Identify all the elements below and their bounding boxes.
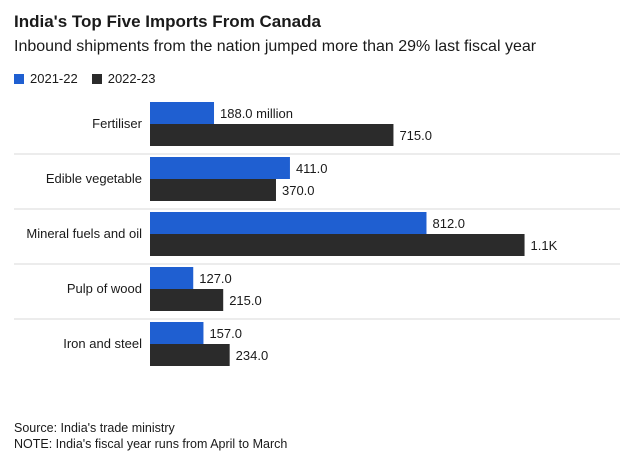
bar-fertiliser-2021-22 [150,102,215,124]
data-label-pulp-of-wood-2021-22: 127.0 [199,271,232,286]
source-note: Source: India's trade ministry [14,421,175,435]
chart-legend: 2021-22 2022-23 [14,71,155,86]
bar-iron-and-steel-2021-22 [150,322,204,344]
category-label-pulp-of-wood: Pulp of wood [67,281,142,296]
legend-swatch-2022-23 [91,73,102,84]
bar-iron-and-steel-2022-23 [150,344,230,366]
data-label-fertiliser-2021-22: 188.0 million [220,106,293,121]
data-label-fertiliser-2022-23: 715.0 [399,128,432,143]
legend-swatch-2021-22 [14,73,24,84]
legend-item-2021-22: 2021-22 [14,71,78,86]
data-label-edible-vegetable-2021-22: 411.0 [296,161,328,176]
category-label-iron-and-steel: Iron and steel [63,336,142,351]
bar-mineral-fuels-and-oil-2022-23 [150,234,525,256]
data-label-edible-vegetable-2022-23: 370.0 [282,183,315,198]
legend-label-2022-23: 2022-23 [107,71,156,86]
data-label-iron-and-steel-2022-23: 234.0 [236,348,269,363]
bar-edible-vegetable-2022-23 [150,179,276,201]
category-label-mineral-fuels-and-oil: Mineral fuels and oil [26,226,142,241]
bar-edible-vegetable-2021-22 [150,157,290,179]
data-label-iron-and-steel-2021-22: 157.0 [209,326,242,341]
bar-pulp-of-wood-2021-22 [150,267,194,289]
data-label-mineral-fuels-and-oil-2021-22: 812.0 [432,216,465,231]
legend-item-2022-23: 2022-23 [91,71,156,86]
data-label-pulp-of-wood-2022-23: 215.0 [229,293,262,308]
chart-subtitle: Inbound shipments from the nation jumped… [14,38,537,55]
data-label-mineral-fuels-and-oil-2022-23: 1.1K [531,238,558,253]
category-label-fertiliser: Fertiliser [92,116,143,131]
legend-label-2021-22: 2021-22 [30,71,78,86]
bar-mineral-fuels-and-oil-2021-22 [150,212,427,234]
bar-fertiliser-2022-23 [150,124,394,146]
fiscal-year-note: NOTE: India's fiscal year runs from Apri… [14,437,288,451]
category-label-edible-vegetable: Edible vegetable [46,171,142,186]
bar-pulp-of-wood-2022-23 [150,289,224,311]
chart-title: India's Top Five Imports From Canada [14,12,321,31]
